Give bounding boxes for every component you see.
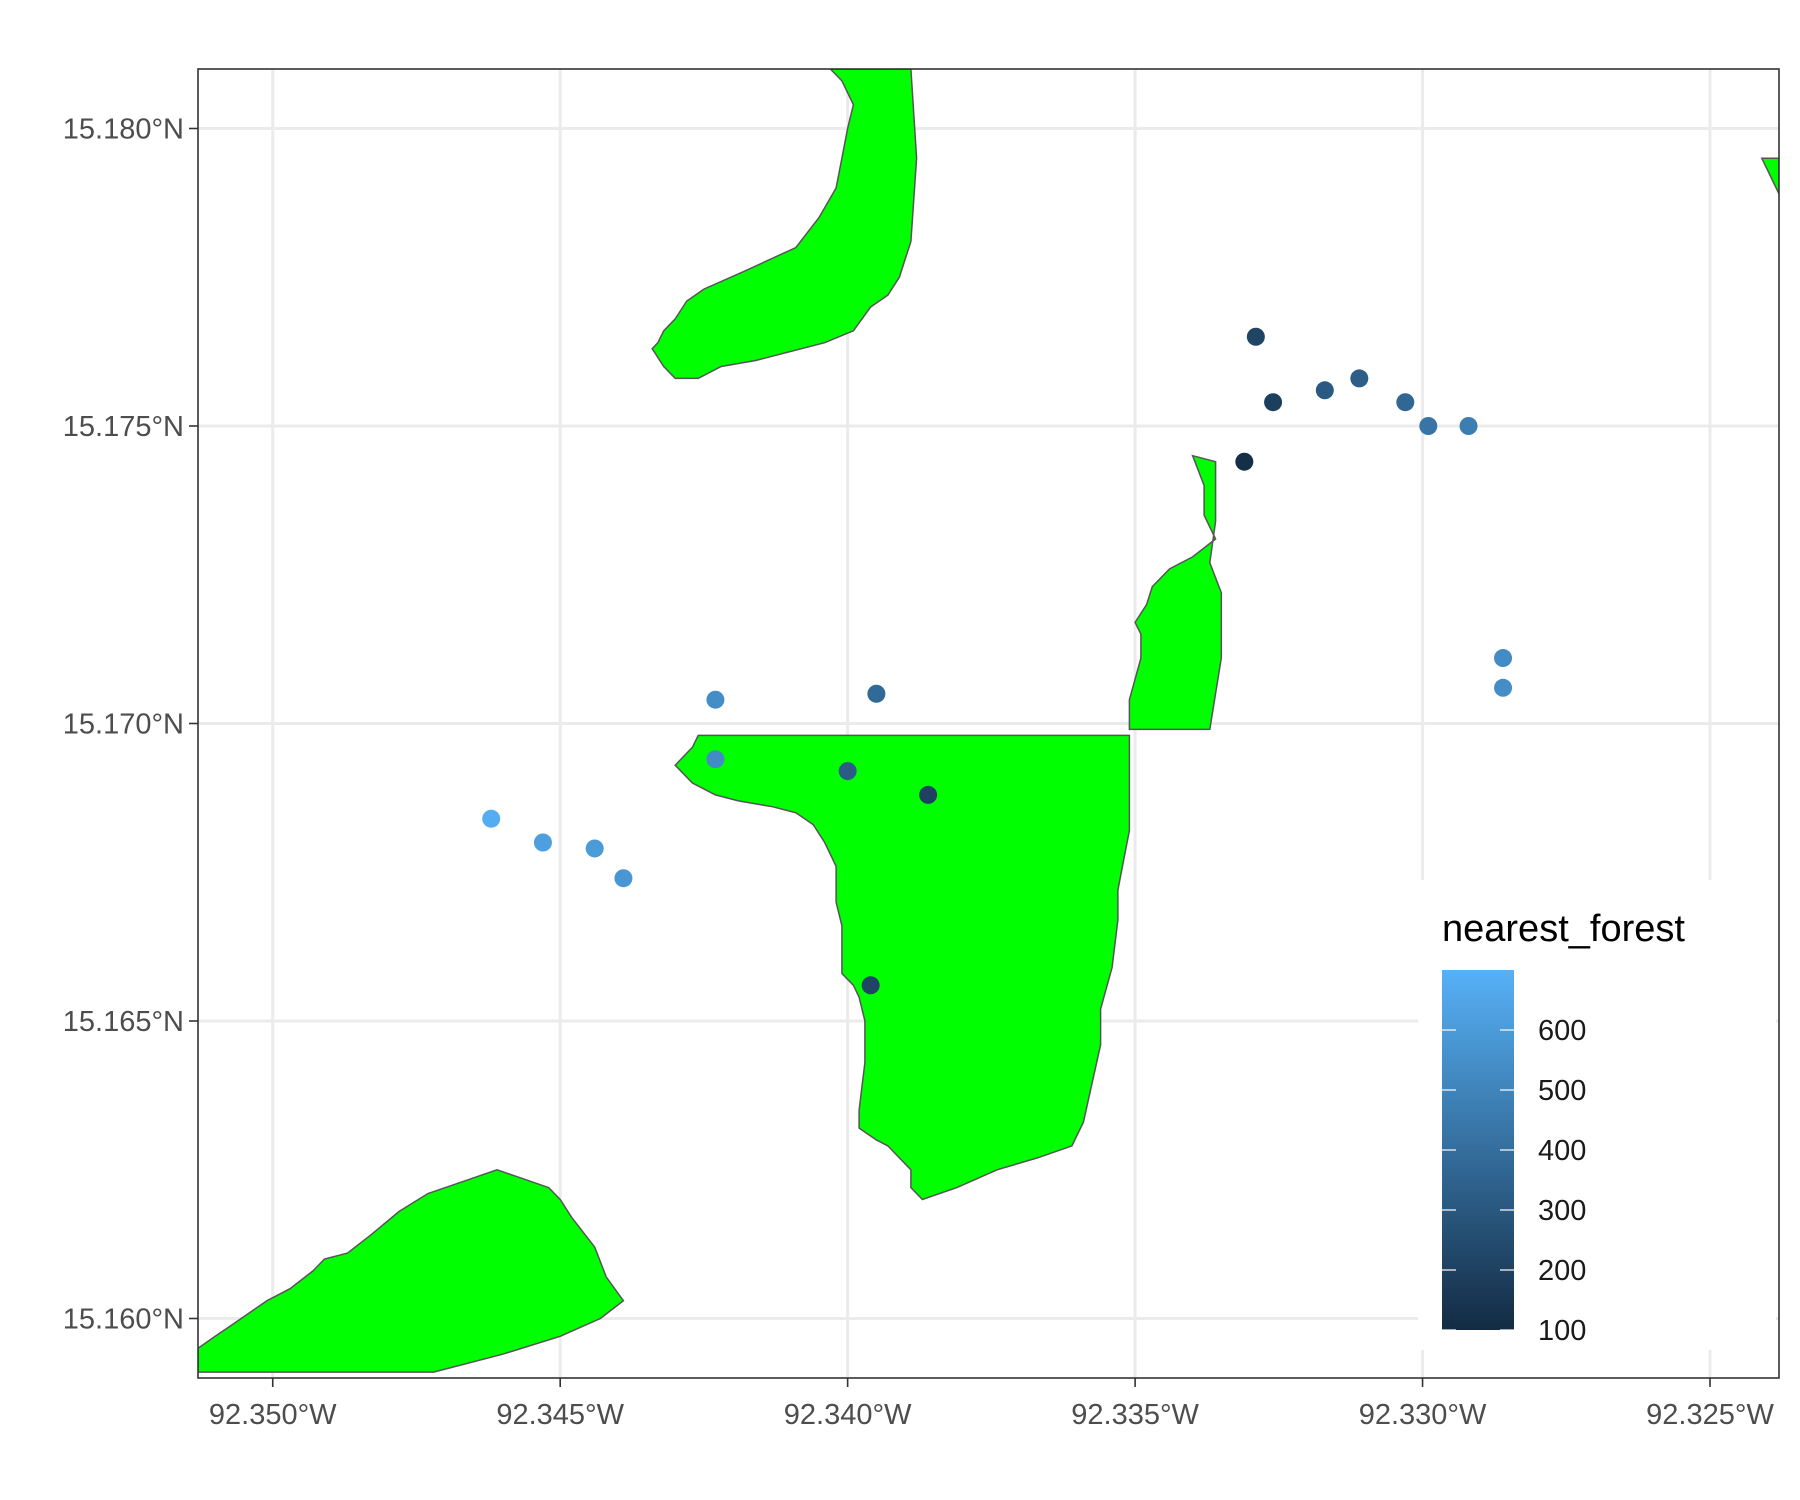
- survey-points: [482, 327, 1513, 995]
- survey-point: [1396, 393, 1415, 412]
- forest-patch: [674, 734, 1131, 1201]
- legend-title: nearest_forest: [1442, 908, 1685, 950]
- legend-tick-label: 400: [1538, 1135, 1586, 1167]
- survey-point: [838, 762, 857, 781]
- survey-point: [1419, 417, 1438, 435]
- survey-point: [1494, 649, 1513, 668]
- survey-point: [867, 684, 886, 703]
- y-axis: 15.160°N 15.165°N 15.170°N 15.175°N 15.180°N: [63, 114, 198, 1336]
- y-tick-label: 15.170°N: [63, 709, 184, 741]
- survey-point: [919, 785, 938, 804]
- forest-patch: [1128, 454, 1223, 731]
- x-tick-label: 92.335°W: [1071, 1399, 1199, 1431]
- y-tick-label: 15.175°N: [63, 411, 184, 443]
- x-tick-label: 92.350°W: [209, 1399, 337, 1431]
- survey-point: [614, 869, 633, 888]
- legend-tick-label: 300: [1538, 1195, 1586, 1227]
- survey-point: [706, 690, 725, 709]
- survey-point: [533, 833, 552, 852]
- survey-point: [1459, 417, 1478, 435]
- survey-point: [1264, 393, 1283, 412]
- y-tick-label: 15.180°N: [63, 114, 184, 146]
- survey-point: [585, 839, 604, 858]
- x-tick-label: 92.325°W: [1646, 1399, 1774, 1431]
- forest-polygons: [198, 69, 1779, 1373]
- survey-point: [1315, 381, 1334, 400]
- x-tick-label: 92.330°W: [1359, 1399, 1487, 1431]
- y-tick-label: 15.160°N: [63, 1304, 184, 1336]
- survey-point: [706, 750, 725, 769]
- survey-point: [1350, 369, 1369, 388]
- survey-point: [861, 976, 880, 995]
- forest-patch: [1760, 157, 1779, 195]
- survey-point: [1494, 678, 1513, 697]
- legend-ticks: 100 200 300 400 500 600: [1442, 1015, 1586, 1347]
- legend-tick-label: 200: [1538, 1255, 1586, 1287]
- survey-point: [482, 809, 501, 828]
- legend-tick-label: 500: [1538, 1075, 1586, 1107]
- color-legend: nearest_forest 100 200 300 400 500 600: [1418, 880, 1776, 1350]
- y-tick-label: 15.165°N: [63, 1006, 184, 1038]
- x-tick-label: 92.340°W: [784, 1399, 912, 1431]
- x-tick-label: 92.345°W: [496, 1399, 624, 1431]
- forest-patch: [651, 69, 918, 380]
- legend-tick-label: 600: [1538, 1015, 1586, 1047]
- legend-tick-label: 100: [1538, 1315, 1586, 1347]
- survey-point: [1235, 452, 1254, 471]
- survey-point: [1246, 327, 1265, 346]
- x-axis: 92.350°W 92.345°W 92.340°W 92.335°W 92.330°W…: [209, 1378, 1774, 1431]
- forest-patch: [198, 1169, 625, 1373]
